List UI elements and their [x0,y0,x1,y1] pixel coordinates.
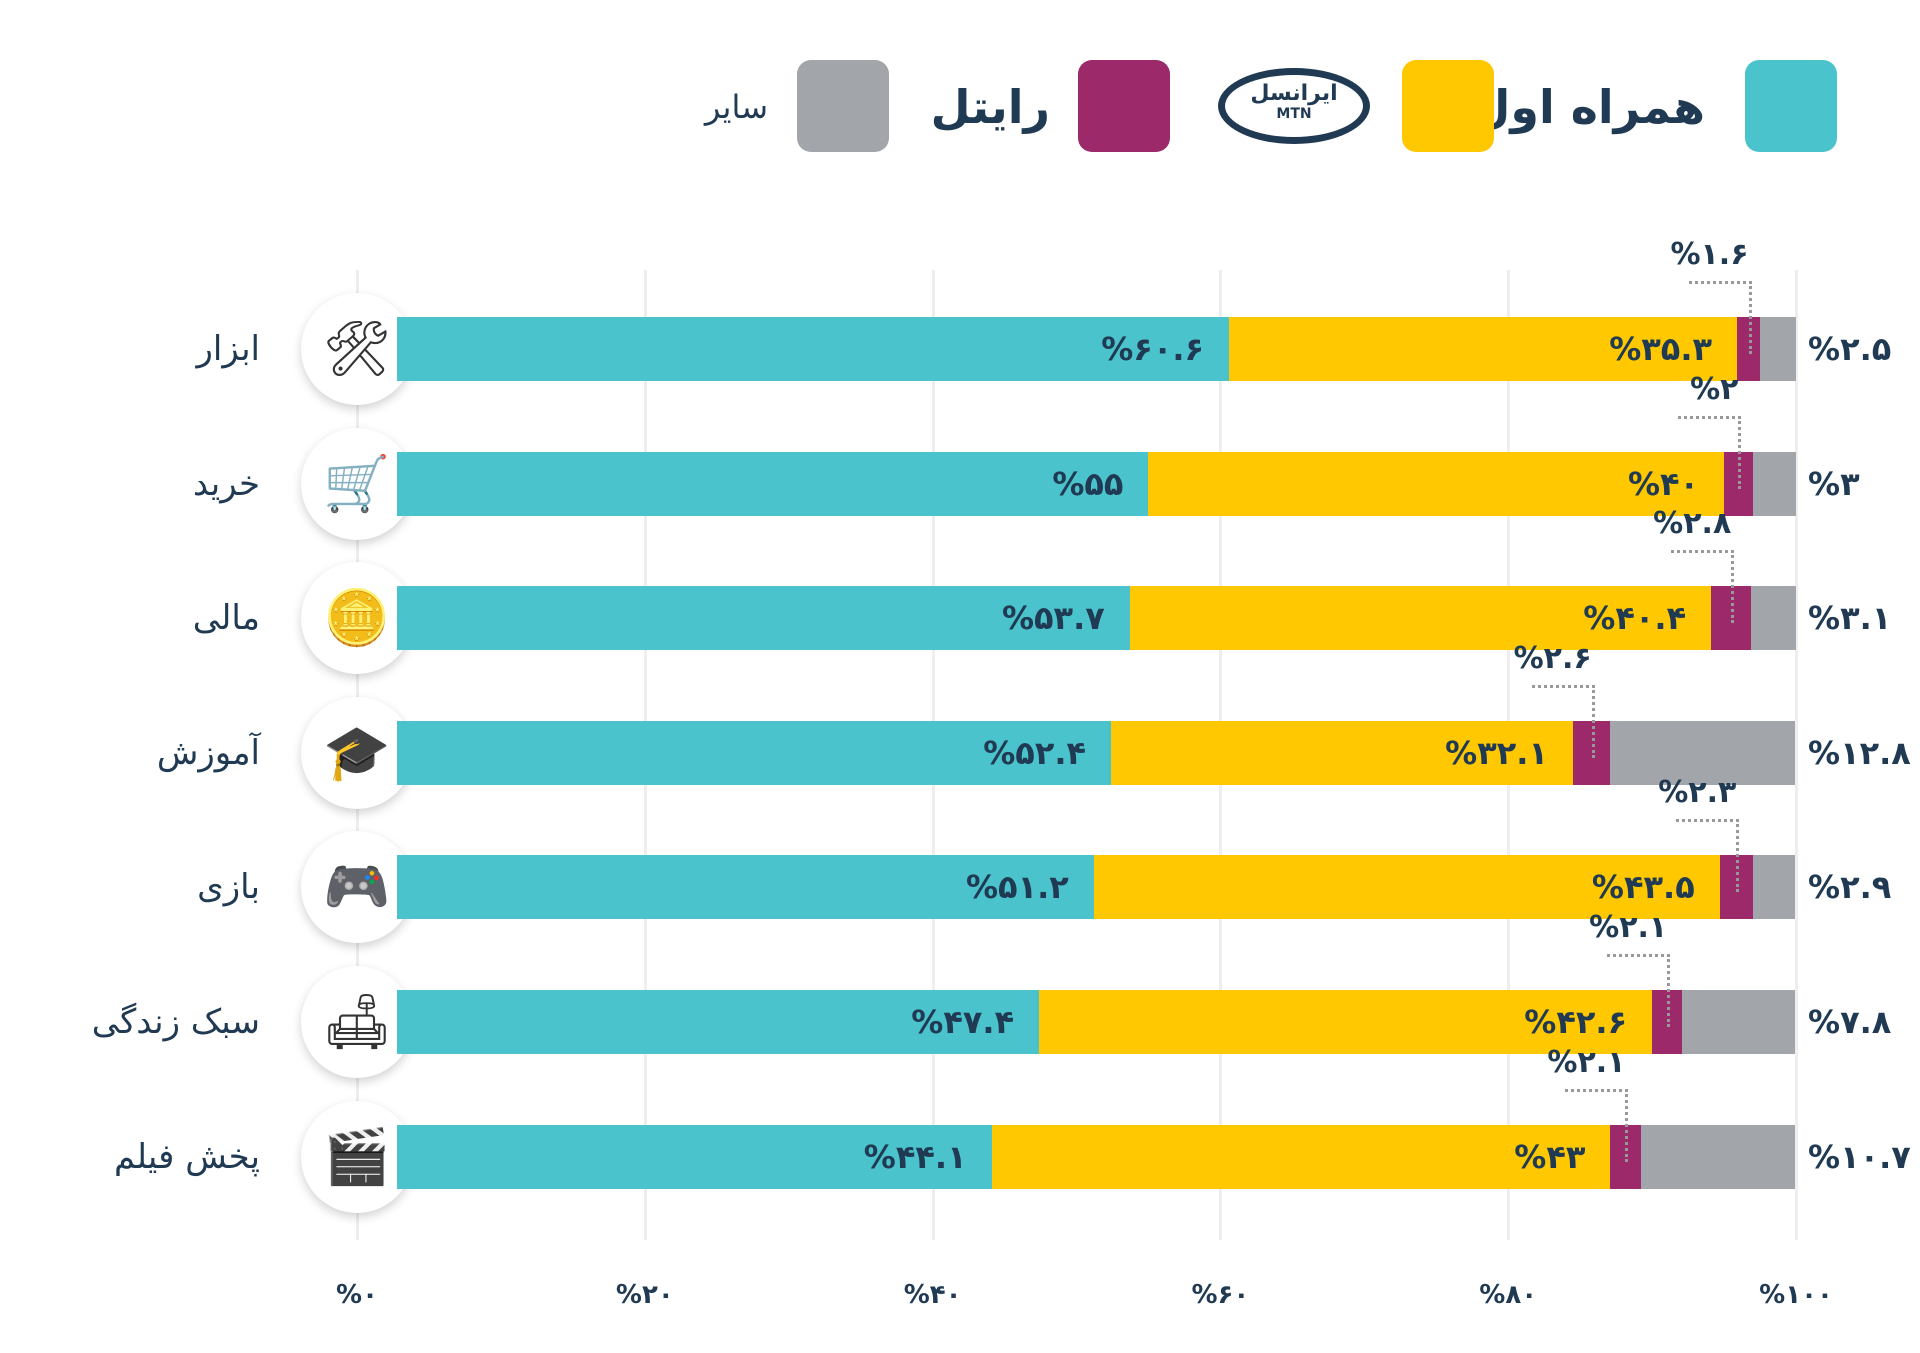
value-label: %۵۵ [1052,464,1124,503]
legend-swatch-hamrah-aval [1745,60,1837,152]
value-label-other: %۱۰.۷ [1808,1137,1911,1176]
legend-swatch-other [797,60,889,152]
legend-label-other: سایر [704,88,768,126]
value-label-rightel: %۱.۶ [1670,237,1749,272]
value-label: %۴۴.۱ [863,1137,967,1176]
category-label: آموزش [156,732,260,773]
legend-label-hamrah-aval: همراه اول [1470,80,1705,134]
gamepad-icon: 🎮 [301,831,413,944]
x-tick-label: %۰ [336,1280,378,1310]
bar-segment-rightel [1724,451,1753,516]
bar-segment-other [1682,990,1795,1054]
bar-segment-other [1752,855,1795,920]
rightel-leader [1607,954,1671,1027]
value-label: %۵۱.۲ [965,868,1069,907]
bar-segment-hamrah-aval [397,1124,992,1189]
x-tick-label: %۱۰۰ [1759,1280,1833,1310]
bar-segment-hamrah-aval [397,990,1040,1054]
category-label: مالی [192,598,260,639]
bar-segment-irancell [1148,451,1725,516]
value-label: %۵۳.۷ [1001,599,1105,638]
coins-icon: 🪙 [301,562,413,675]
category-label: پخش فیلم [114,1136,260,1177]
value-label-rightel: %۲.۱ [1547,1044,1626,1080]
value-label: %۳۲.۱ [1445,733,1548,772]
bar-segment-irancell [1093,855,1720,920]
category-label: ابزار [196,329,260,369]
value-label-other: %۳.۱ [1808,599,1892,638]
rightel-leader [1678,415,1742,489]
bar-segment-other [1640,1124,1795,1189]
legend-label-rightel: رایتل [930,80,1050,134]
bar-segment-irancell [1111,720,1573,785]
clapperboard-icon: 🎬 [301,1100,413,1213]
bar-segment-irancell [1039,990,1653,1054]
rightel-leader [1688,281,1752,354]
bar-segment-irancell [1129,586,1712,651]
irancell-logo-mtn: MTN [1276,106,1312,122]
bar-segment-hamrah-aval [397,317,1230,381]
irancell-logo-text: ایرانسل [1250,81,1338,106]
x-tick-label: %۲۰ [615,1280,674,1310]
value-label-rightel: %۲.۶ [1513,640,1592,676]
x-tick-label: %۶۰ [1191,1280,1250,1310]
irancell-logo: ایرانسل MTN [1218,68,1370,144]
value-label-other: %۲.۵ [1808,330,1892,368]
legend-swatch-irancell [1402,60,1494,152]
bar-segment-other [1760,317,1796,381]
value-label-rightel: %۲ [1690,371,1739,407]
bar-segment-hamrah-aval [397,451,1149,516]
value-label: %۴۷.۴ [911,1003,1015,1041]
value-label-other: %۷.۸ [1808,1003,1892,1041]
value-label: %۴۲.۶ [1524,1003,1628,1041]
value-label: %۵۲.۴ [983,733,1087,772]
rightel-leader [1676,819,1740,893]
bar-segment-other [1751,586,1796,651]
rightel-leader [1531,684,1595,758]
bar-segment-other [1610,720,1795,785]
category-label: بازی [197,867,260,908]
value-label-rightel: %۲.۸ [1653,506,1732,542]
graduation-cap-icon: 🎓 [301,696,413,809]
legend-swatch-rightel [1078,60,1170,152]
value-label: %۴۰ [1627,464,1700,503]
x-tick-label: %۸۰ [1479,1280,1538,1310]
bar-segment-hamrah-aval [397,586,1130,651]
armchair-icon: 🛋 [301,966,413,1078]
value-label: %۴۳.۵ [1591,868,1695,907]
rightel-leader [1565,1088,1629,1162]
tools-icon: 🛠 [301,293,413,405]
value-label-other: %۲.۹ [1808,868,1892,907]
bar-segment-hamrah-aval [397,720,1112,785]
category-label: سبک زندگی [91,1002,260,1042]
value-label: %۳۵.۳ [1609,330,1713,368]
bar-segment-other [1752,451,1796,516]
value-label: %۶۰.۶ [1101,330,1205,368]
gridline [1795,270,1798,1240]
value-label-other: %۱۲.۸ [1808,733,1911,772]
bar-segment-hamrah-aval [397,855,1094,920]
value-label: %۴۳ [1514,1137,1586,1176]
category-label: خرید [192,463,260,504]
bar-segment-rightel [1719,855,1753,920]
value-label: %۴۰.۴ [1583,599,1687,638]
bar-segment-irancell [991,1124,1611,1189]
x-tick-label: %۴۰ [903,1280,962,1310]
value-label-rightel: %۲.۱ [1589,910,1668,945]
rightel-leader [1671,550,1735,624]
shopping-cart-icon: 🛒 [301,427,413,540]
value-label-other: %۳ [1808,464,1860,503]
value-label-rightel: %۲.۳ [1658,775,1737,811]
bar-segment-irancell [1229,317,1737,381]
